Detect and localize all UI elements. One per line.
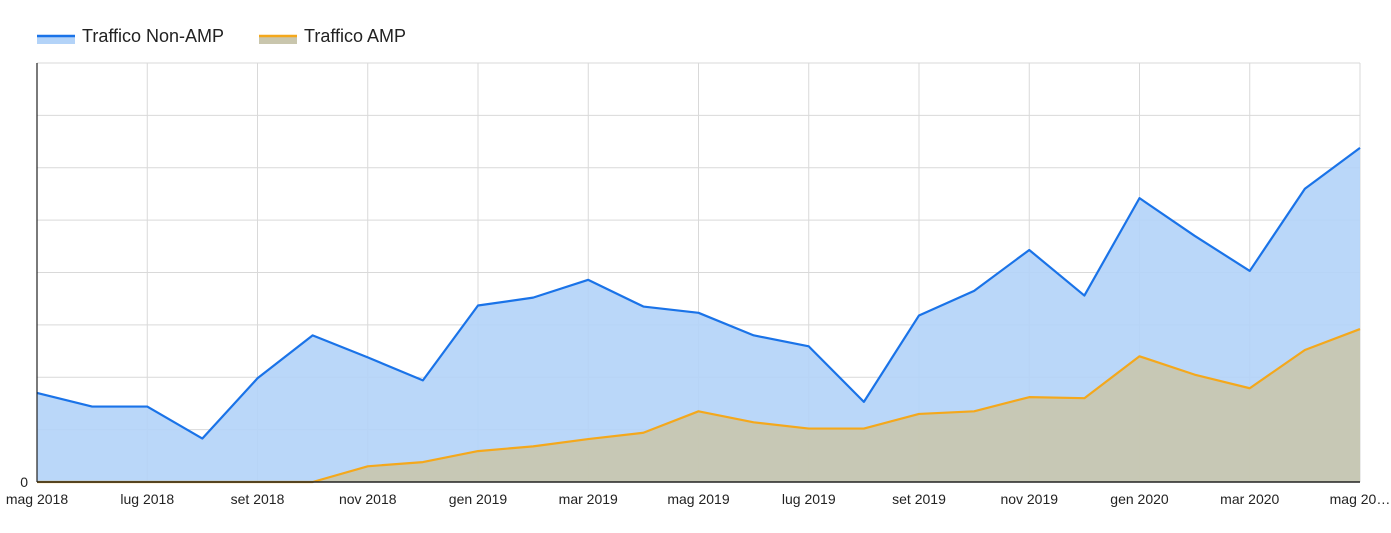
point-non-amp bbox=[1358, 146, 1362, 150]
point-non-amp bbox=[697, 311, 701, 315]
point-non-amp bbox=[752, 333, 756, 337]
point-non-amp bbox=[366, 355, 370, 359]
y-axis-tick-labels: 0 bbox=[20, 474, 28, 490]
point-amp bbox=[366, 464, 370, 468]
point-non-amp bbox=[917, 313, 921, 317]
x-tick-label: mar 2019 bbox=[559, 491, 618, 507]
point-non-amp bbox=[1082, 294, 1086, 298]
point-amp bbox=[1248, 386, 1252, 390]
x-tick-label: mag 2019 bbox=[667, 491, 729, 507]
legend[interactable]: Traffico Non-AMP Traffico AMP bbox=[37, 26, 406, 46]
legend-swatch-non-amp bbox=[37, 36, 75, 44]
point-amp bbox=[1138, 354, 1142, 358]
point-amp bbox=[752, 420, 756, 424]
x-tick-label: mag 2018 bbox=[6, 491, 68, 507]
point-non-amp bbox=[1248, 269, 1252, 273]
point-amp bbox=[917, 412, 921, 416]
x-tick-label: lug 2019 bbox=[782, 491, 836, 507]
x-axis-tick-labels: mag 2018 lug 2018 set 2018 nov 2018 gen 2019… bbox=[6, 491, 1390, 507]
x-tick-label: gen 2019 bbox=[449, 491, 508, 507]
point-non-amp bbox=[586, 278, 590, 282]
point-non-amp bbox=[972, 289, 976, 293]
legend-item-amp[interactable]: Traffico AMP bbox=[259, 26, 406, 46]
area-amp bbox=[37, 329, 1360, 482]
point-non-amp bbox=[200, 437, 204, 441]
x-tick-label: nov 2018 bbox=[339, 491, 397, 507]
point-amp bbox=[1303, 348, 1307, 352]
point-non-amp bbox=[1138, 196, 1142, 200]
point-amp bbox=[697, 409, 701, 413]
point-non-amp bbox=[1027, 248, 1031, 252]
legend-label-non-amp: Traffico Non-AMP bbox=[82, 26, 224, 46]
line-non-amp bbox=[36, 146, 1361, 440]
point-amp bbox=[1358, 327, 1362, 331]
point-non-amp bbox=[421, 378, 425, 382]
point-amp bbox=[1027, 395, 1031, 399]
point-non-amp bbox=[1303, 187, 1307, 191]
point-amp bbox=[862, 427, 866, 431]
point-non-amp bbox=[1193, 234, 1197, 238]
x-tick-label: gen 2020 bbox=[1110, 491, 1169, 507]
x-tick-label: nov 2019 bbox=[1000, 491, 1058, 507]
x-tick-label: set 2019 bbox=[892, 491, 946, 507]
point-amp bbox=[1193, 373, 1197, 377]
legend-label-amp: Traffico AMP bbox=[304, 26, 406, 46]
point-amp bbox=[421, 460, 425, 464]
x-tick-label: mar 2020 bbox=[1220, 491, 1279, 507]
point-non-amp bbox=[476, 303, 480, 307]
legend-item-non-amp[interactable]: Traffico Non-AMP bbox=[37, 26, 224, 46]
legend-swatch-amp bbox=[259, 36, 297, 44]
point-non-amp bbox=[807, 344, 811, 348]
point-amp bbox=[586, 437, 590, 441]
point-non-amp bbox=[90, 405, 94, 409]
x-tick-label: set 2018 bbox=[231, 491, 285, 507]
point-non-amp bbox=[531, 296, 535, 300]
point-non-amp bbox=[145, 405, 149, 409]
axes bbox=[36, 63, 1360, 483]
x-tick-label: lug 2018 bbox=[120, 491, 174, 507]
point-amp bbox=[972, 409, 976, 413]
point-amp bbox=[1082, 396, 1086, 400]
point-amp bbox=[476, 449, 480, 453]
point-amp bbox=[807, 427, 811, 431]
y-tick-label: 0 bbox=[20, 474, 28, 490]
point-non-amp bbox=[641, 305, 645, 309]
point-amp bbox=[641, 431, 645, 435]
point-amp bbox=[531, 444, 535, 448]
point-non-amp bbox=[256, 376, 260, 380]
area-series bbox=[37, 147, 1360, 482]
point-non-amp bbox=[311, 333, 315, 337]
x-tick-label: mag 20… bbox=[1330, 491, 1391, 507]
point-non-amp bbox=[862, 400, 866, 404]
